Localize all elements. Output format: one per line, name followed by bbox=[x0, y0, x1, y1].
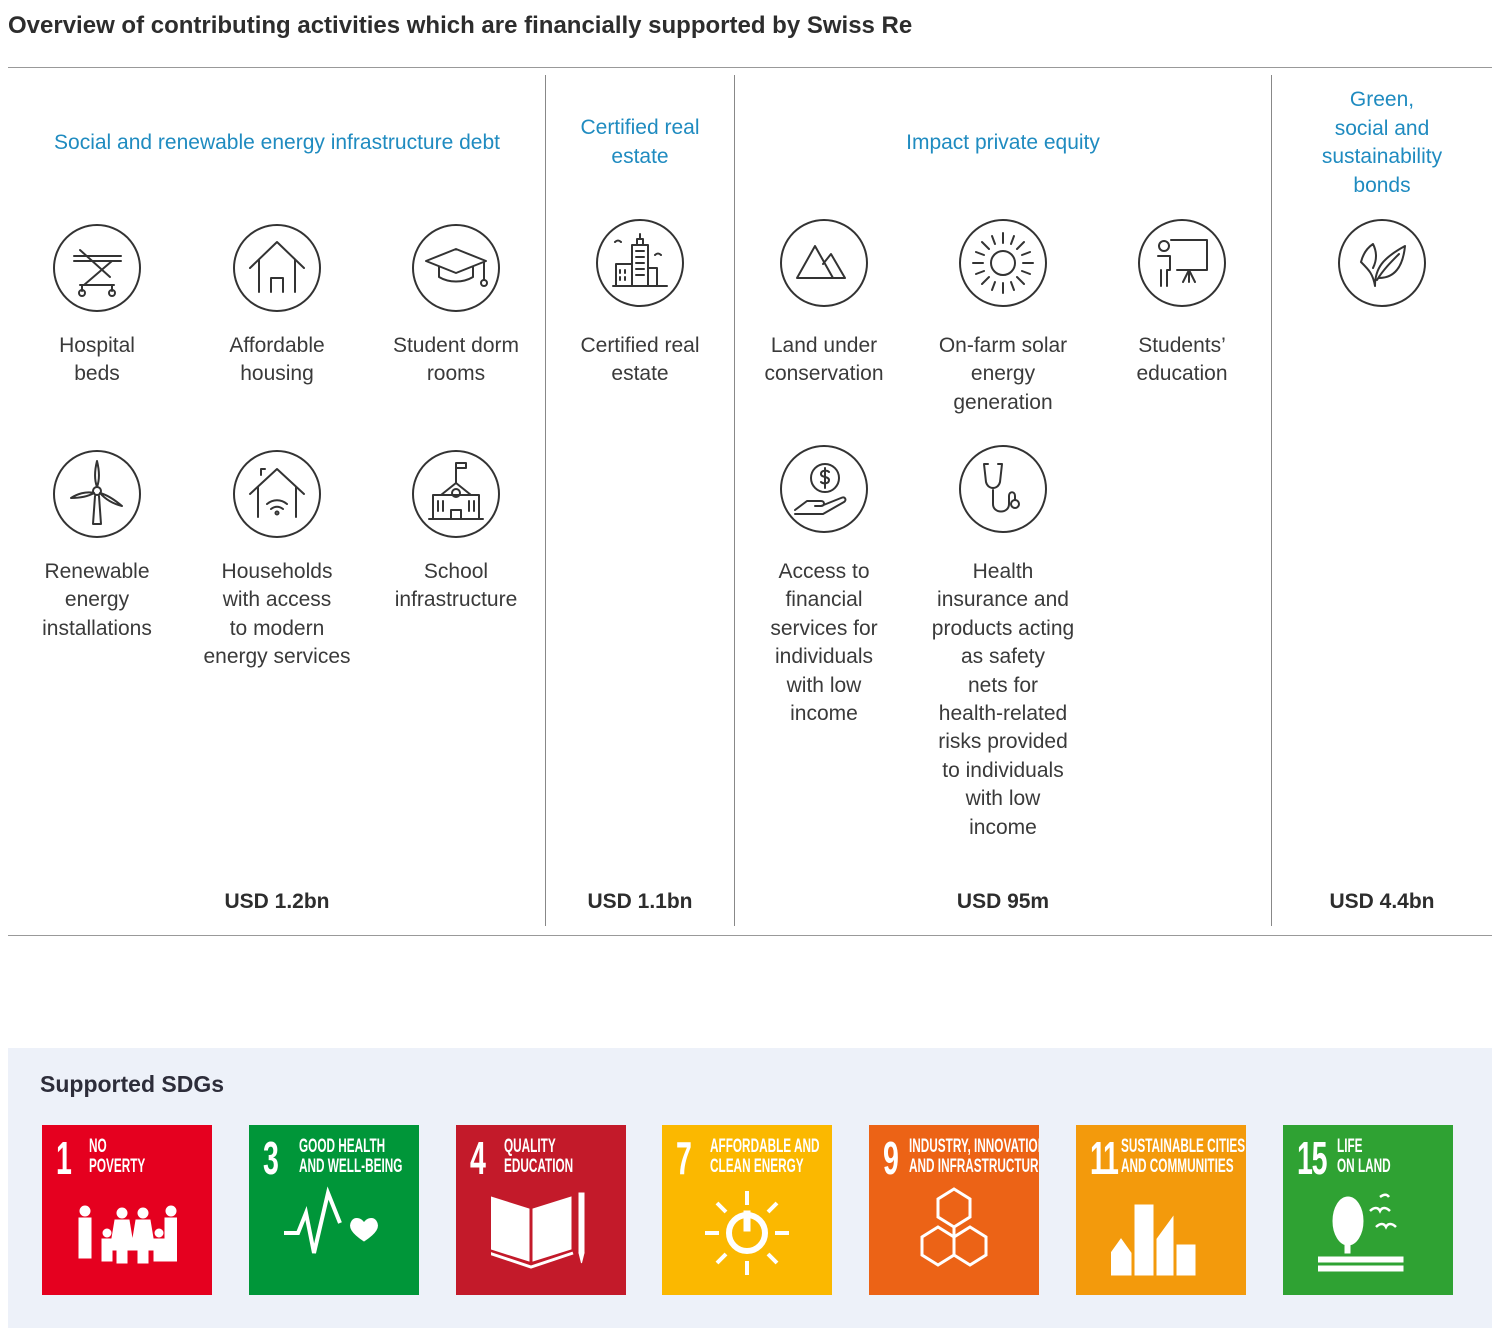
activity-label: Health insurance and products acting as … bbox=[931, 560, 1075, 839]
book-pencil-icon bbox=[491, 1192, 585, 1269]
column-divider bbox=[545, 75, 546, 926]
sdg-name: LIFE ON LAND bbox=[1337, 1136, 1391, 1177]
column-divider bbox=[1271, 75, 1272, 926]
sdg-number: 3 bbox=[263, 1132, 279, 1184]
category-heading: Social and renewable energy infrastructu… bbox=[54, 131, 500, 154]
amount-value: USD 1.1bn bbox=[587, 890, 693, 913]
activity-label: School infrastructure bbox=[394, 560, 518, 612]
smart-home-icon bbox=[232, 449, 322, 539]
category-heading: Impact private equity bbox=[906, 131, 1100, 154]
activity-label: Access to financial services for individ… bbox=[770, 560, 878, 726]
sdg-tile-1: 1 NO POVERTY bbox=[42, 1125, 212, 1295]
sdg-tile-3: 3 GOOD HEALTH AND WELL-BEING bbox=[249, 1125, 419, 1295]
activity-label: On-farm solar energy generation bbox=[938, 334, 1068, 414]
sdg-name: QUALITY EDUCATION bbox=[504, 1136, 574, 1177]
activity-label: Hospital beds bbox=[59, 334, 135, 386]
mountains-icon bbox=[779, 218, 869, 308]
sdg-tile-11: 11 SUSTAINABLE CITIES AND COMMUNITIES bbox=[1076, 1125, 1246, 1295]
sdg-number: 1 bbox=[56, 1132, 72, 1184]
sdg-number: 15 bbox=[1297, 1132, 1327, 1184]
sun-power-icon bbox=[705, 1191, 789, 1275]
cubes-icon bbox=[920, 1187, 988, 1267]
city-buildings-icon bbox=[595, 218, 685, 308]
sdg-tile-4: 4 QUALITY EDUCATION bbox=[456, 1125, 626, 1295]
activity-label: Households with access to modern energy … bbox=[203, 560, 351, 669]
page-title: Overview of contributing activities whic… bbox=[8, 12, 913, 39]
sdg-tile-7: 7 AFFORDABLE AND CLEAN ENERGY bbox=[662, 1125, 832, 1295]
hand-dollar-icon bbox=[779, 444, 869, 534]
sdg-tile-15: 15 LIFE ON LAND bbox=[1283, 1125, 1453, 1295]
sdg-number: 11 bbox=[1090, 1132, 1119, 1184]
hospital-bed-icon bbox=[52, 223, 142, 313]
amount-value: USD 4.4bn bbox=[1329, 890, 1435, 913]
sun-icon bbox=[958, 218, 1048, 308]
sdg-name: NO POVERTY bbox=[89, 1136, 146, 1177]
amount-value: USD 95m bbox=[956, 890, 1050, 913]
top-divider bbox=[8, 67, 1492, 68]
school-icon bbox=[411, 449, 501, 539]
leaf-icon bbox=[1337, 218, 1427, 308]
activity-label: Students’ education bbox=[1136, 334, 1228, 386]
teacher-board-icon bbox=[1137, 218, 1227, 308]
sdg-name: INDUSTRY, INNOVATION AND INFRASTRUCTURE bbox=[909, 1136, 1039, 1177]
sdg-number: 9 bbox=[883, 1132, 899, 1184]
sdg-title: Supported SDGs bbox=[40, 1071, 225, 1097]
activity-label: Affordable housing bbox=[229, 334, 325, 386]
sdg-number: 4 bbox=[470, 1132, 486, 1184]
wind-turbine-icon bbox=[52, 449, 142, 539]
stethoscope-icon bbox=[958, 444, 1048, 534]
family-icon bbox=[78, 1205, 177, 1264]
city-icon bbox=[1111, 1204, 1196, 1276]
heartbeat-icon bbox=[284, 1186, 378, 1254]
sdg-name: SUSTAINABLE CITIES AND COMMUNITIES bbox=[1121, 1136, 1246, 1177]
sdg-name: GOOD HEALTH AND WELL-BEING bbox=[299, 1136, 403, 1177]
activity-label: Student dorm rooms bbox=[392, 334, 520, 386]
activity-label: Renewable energy installations bbox=[42, 560, 152, 640]
category-heading: Green, social and sustainability bonds bbox=[1321, 88, 1443, 197]
amount-value: USD 1.2bn bbox=[224, 890, 330, 913]
sdg-name: AFFORDABLE AND CLEAN ENERGY bbox=[710, 1136, 820, 1177]
tree-birds-icon bbox=[1318, 1193, 1404, 1272]
column-divider bbox=[734, 75, 735, 926]
category-heading: Certified real estate bbox=[580, 116, 700, 168]
bottom-divider bbox=[8, 935, 1492, 936]
sdg-number: 7 bbox=[676, 1132, 692, 1184]
activity-label: Certified real estate bbox=[580, 334, 700, 386]
graduation-cap-icon bbox=[411, 223, 501, 313]
activity-label: Land under conservation bbox=[764, 334, 884, 386]
house-icon bbox=[232, 223, 322, 313]
